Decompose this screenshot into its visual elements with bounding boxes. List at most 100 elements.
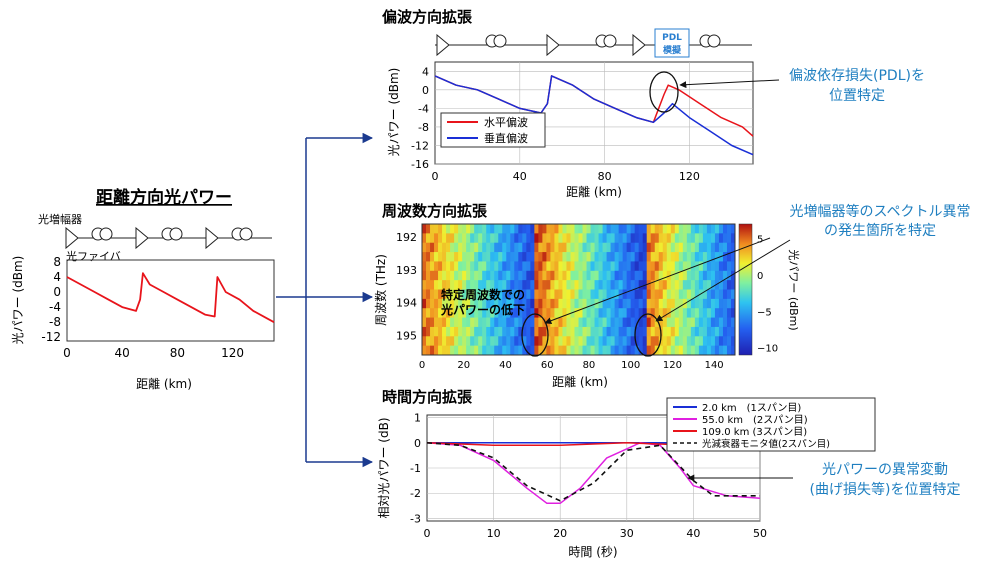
colorbar-label: 光パワー (dBm): [787, 249, 801, 330]
series-line-1: [434, 75, 754, 156]
amplifier-icon: [135, 226, 149, 250]
main-panel: 距離方向光パワー 光増幅器 光ファイバ 840-4-8-12 0 40 80 120 …: [11, 187, 275, 391]
xtick-label: 40: [686, 527, 700, 540]
freq-xlabel: 距離 (km): [552, 375, 608, 389]
legend-span1: 2.0 km (1スパン目): [702, 402, 801, 414]
pdl-box-label: PDL: [662, 33, 682, 43]
ytick-label: -3: [410, 512, 421, 525]
pdl-xlabel: 距離 (km): [566, 185, 622, 199]
ytick-label: -12: [411, 139, 429, 152]
amplifier-icon: [546, 33, 560, 57]
xtick-label: 120: [221, 346, 244, 360]
time-yticks: 1 0 -1 -2 -3: [410, 412, 421, 526]
fiber-coil-icon: [603, 34, 617, 48]
ytick-label: 8: [53, 255, 61, 269]
colorbar-tick-label: −5: [757, 307, 772, 318]
main-link-diagram: [65, 226, 272, 250]
amplifier-icon: [205, 226, 219, 250]
branch-arrows: [276, 132, 374, 468]
ytick-label: 195: [396, 329, 417, 342]
pdl-ylabel: 光パワー (dBm): [387, 68, 401, 157]
time-legend: 2.0 km (1スパン目) 55.0 km (2スパン目) 109.0 km …: [666, 397, 876, 452]
series-line-1: [426, 442, 761, 505]
amplifier-icon: [436, 33, 450, 57]
freq-title: 周波数方向拡張: [382, 202, 488, 220]
time-ylabel: 相対光パワー (dB): [377, 417, 391, 518]
freq-highlight-ellipse: [521, 313, 549, 357]
pdl-legend: 水平偏波 垂直偏波: [440, 112, 546, 148]
freq-annotation-arrow: [544, 237, 771, 325]
legend-span3: 109.0 km (3スパン目): [702, 426, 807, 438]
ytick-label: 0: [422, 84, 429, 97]
ytick-label: -16: [411, 158, 429, 171]
pdl-emulator-box: [654, 28, 690, 58]
freq-ylabel: 周波数 (THz): [373, 254, 388, 326]
fiber-coil-icon: [493, 34, 507, 48]
main-plot-area: [66, 272, 275, 323]
ytick-label: 194: [396, 297, 417, 310]
ytick-label: -1: [410, 462, 421, 475]
ytick-label: 1: [414, 412, 421, 425]
pdl-highlight-ellipse: [649, 71, 679, 113]
ytick-label: 4: [422, 65, 429, 78]
xtick-label: 20: [553, 527, 567, 540]
ytick-label: -8: [418, 121, 429, 134]
xtick-label: 0: [63, 346, 71, 360]
freq-annotation-arrow: [655, 239, 791, 322]
main-plot-frame: [66, 259, 275, 342]
pdl-panel: 偏波方向拡張 PDL 模擬 40-4-8-12-16 0 40 80 120 光パワー…: [382, 8, 925, 199]
xtick-label: 30: [620, 527, 634, 540]
pdl-link-diagram: [435, 28, 752, 58]
pdl-plot-area: [434, 75, 754, 156]
pdl-box-label: 模擬: [663, 44, 682, 56]
colorbar-tick-label: 0: [757, 271, 763, 282]
freq-plot-frame: [421, 223, 736, 356]
xtick-label: 80: [170, 346, 185, 360]
time-annotation: (曲げ損失等)を位置特定: [810, 481, 961, 498]
pdl-yticks: 4 0 -4 -8 -12 -16: [411, 65, 429, 171]
ytick-label: -4: [49, 300, 61, 314]
xtick-label: 0: [432, 170, 439, 183]
xtick-label: 50: [753, 527, 767, 540]
fiber-coil-icon: [99, 227, 113, 241]
pdl-annotation-arrow: [679, 79, 780, 89]
xtick-label: 80: [598, 170, 612, 183]
ytick-label: 0: [414, 437, 421, 450]
fiber-label: 光ファイバ: [66, 249, 121, 263]
xtick-label: 120: [663, 360, 682, 371]
xtick-label: 0: [419, 360, 425, 371]
legend-vertical: 垂直偏波: [484, 131, 528, 145]
colorbar-ticks: 5 0 −5 −10: [757, 235, 778, 355]
time-annotation: 光パワーの異常変動: [822, 461, 948, 478]
pdl-annotation: 位置特定: [829, 88, 885, 104]
pdl-annotation: 偏波依存損失(PDL)を: [789, 68, 925, 84]
xtick-label: 100: [621, 360, 640, 371]
ytick-label: -2: [410, 487, 421, 500]
ytick-label: 193: [396, 264, 417, 277]
main-yticks: 840-4-8-12: [41, 255, 61, 344]
ytick-label: -12: [41, 330, 61, 344]
freq-highlight-ellipse: [634, 313, 662, 357]
colorbar-tick-label: 5: [757, 235, 763, 246]
fiber-coil-icon: [239, 227, 253, 241]
xtick-label: 120: [679, 170, 700, 183]
main-xticks: 0 40 80 120: [63, 346, 244, 360]
series-line-3: [426, 442, 760, 502]
main-ylabel: 光パワー (dBm): [11, 256, 25, 345]
xtick-label: 40: [115, 346, 130, 360]
colorbar: [738, 223, 753, 356]
colorbar-tick-label: −10: [757, 344, 778, 355]
freq-yticks: 192 193 194 195: [396, 231, 417, 342]
ytick-label: 0: [53, 285, 61, 299]
freq-inner-label: 特定周波数での: [441, 287, 525, 302]
time-panel: 時間方向拡張 10-1-2-3 0 10 20 30 40 50 相対光パワー (dB) …: [377, 388, 960, 559]
freq-annotation: の発生箇所を特定: [824, 222, 936, 239]
xtick-label: 60: [541, 360, 554, 371]
time-xticks: 0 10 20 30 40 50: [424, 527, 768, 540]
freq-inner-label: 光パワーの低下: [440, 302, 525, 317]
xtick-label: 140: [705, 360, 724, 371]
amplifier-icon: [632, 33, 646, 57]
time-plot-area: [426, 442, 761, 505]
